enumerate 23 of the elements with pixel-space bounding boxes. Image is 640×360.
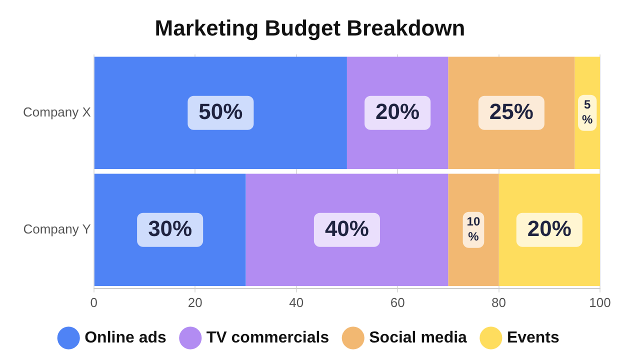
chart-title: Marketing Budget Breakdown [154,15,466,40]
data-label: 20% [376,98,420,124]
data-label: 30% [148,216,192,241]
legend-label: Social media [369,329,468,346]
x-tick-label: 80 [492,294,506,310]
data-label: 5% [582,98,594,127]
data-label: 10% [466,214,480,244]
data-label: 20% [527,216,572,241]
y-tick-label: Company Y [23,221,92,236]
legend-label: TV commercials [206,329,330,346]
x-tick-label: 60 [390,294,405,310]
y-tick-label: Company X [23,104,92,120]
x-tick-label: 0 [90,294,98,310]
legend-label: Events [506,329,560,346]
legend-label: Online ads [84,329,166,346]
data-label: 50% [198,98,243,124]
data-label: 40% [324,216,369,241]
data-label: 25% [489,98,534,124]
x-tick-label: 40 [289,294,304,310]
bar [246,174,448,286]
bar [94,56,347,170]
x-tick-label: 20 [188,294,202,310]
x-tick-label: 100 [589,294,611,310]
